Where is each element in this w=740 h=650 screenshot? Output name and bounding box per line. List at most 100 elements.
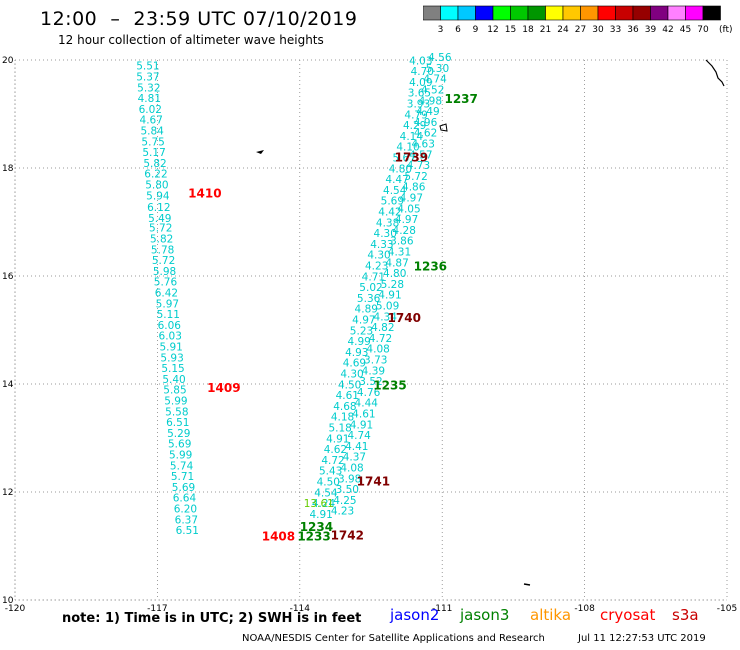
y-tick-label: 16 xyxy=(2,272,14,282)
island-shape xyxy=(439,123,448,132)
colorbar-tick-label: 27 xyxy=(575,25,586,35)
wave-height-label: 4.89 xyxy=(355,304,378,316)
wave-height-label: 4.10 xyxy=(396,142,419,154)
wave-height-label: 4.97 xyxy=(395,214,418,226)
wave-height-label: 4.98 xyxy=(419,95,442,107)
wave-height-label: 6.51 xyxy=(176,525,199,537)
wave-height-label: 5.11 xyxy=(157,309,180,321)
wave-height-label: 4.56 xyxy=(428,52,452,64)
wave-height-label: 5.91 xyxy=(159,342,182,354)
colorbar-swatch xyxy=(702,5,721,21)
wave-height-label: 5.97 xyxy=(156,298,179,310)
wave-height-label: 5.09 xyxy=(376,300,399,312)
wave-height-label: 4.87 xyxy=(385,257,408,269)
wave-height-label: 4.23 xyxy=(365,261,388,273)
wave-height-label: 4.73 xyxy=(407,160,430,172)
wave-height-label: 4.33 xyxy=(370,239,393,251)
wave-height-label: 4.81 xyxy=(138,93,161,105)
wave-height-label: 4.44 xyxy=(355,398,379,410)
legend-item-altika: altika xyxy=(530,606,572,624)
wave-height-label: 3.65 xyxy=(408,88,431,100)
wave-height-label: 4.38 xyxy=(376,217,399,229)
wave-height-label: 4.42 xyxy=(378,207,401,219)
wave-height-label: 4.09 xyxy=(409,77,432,89)
wave-height-label: 6.06 xyxy=(158,320,182,332)
wave-height-label: 3.86 xyxy=(390,236,414,248)
x-tick-label: -105 xyxy=(717,604,737,614)
wave-height-label: 5.49 xyxy=(148,213,171,225)
colorbar-tick-label: 6 xyxy=(455,25,461,35)
y-tick-label: 18 xyxy=(2,164,14,174)
wave-height-label: 4.28 xyxy=(393,225,416,237)
wave-height-label: 5.84 xyxy=(140,126,164,138)
wave-height-label: 5.02 xyxy=(359,282,382,294)
wave-height-label: 5.71 xyxy=(171,471,194,483)
colorbar-tick-label: 39 xyxy=(645,25,657,35)
y-tick-label: 20 xyxy=(2,56,14,66)
y-tick-label: 12 xyxy=(2,488,13,498)
legend-item-jason2: jason2 xyxy=(390,606,440,624)
wave-height-label: 5.36 xyxy=(357,293,381,305)
wave-height-label: 4.61 xyxy=(352,408,375,420)
island-shape xyxy=(256,150,264,154)
x-tick-label: -111 xyxy=(432,604,452,614)
pass-time-label: 1740 xyxy=(388,311,421,325)
wave-height-label: 4.96 xyxy=(414,117,438,129)
x-tick-label: -114 xyxy=(290,604,311,614)
chart-subtitle: 12 hour collection of altimeter wave hei… xyxy=(58,33,324,47)
wave-height-label: 4.93 xyxy=(345,347,368,359)
wave-height-label: 5.75 xyxy=(141,136,164,148)
pass-time-label: 1236 xyxy=(414,260,447,274)
wave-height-label: 4.18 xyxy=(331,412,354,424)
wave-height-label: 5.78 xyxy=(151,244,174,256)
wave-height-label: 5.43 xyxy=(319,466,342,478)
colorbar-tick-label: 12 xyxy=(487,25,498,35)
wave-height-label: 4.91 xyxy=(378,290,401,302)
footer-note: note: 1) Time is in UTC; 2) SWH is in fe… xyxy=(62,611,362,626)
pass-time-label: 1409 xyxy=(207,381,240,395)
wave-height-label: 4.41 xyxy=(345,441,368,453)
wave-height-label: 6.37 xyxy=(175,514,198,526)
wave-height-label: 4.72 xyxy=(321,455,344,467)
wave-height-label: 5.69 xyxy=(168,439,191,451)
colorbar-tick-label: 24 xyxy=(557,25,569,35)
colorbar-tick-label: 9 xyxy=(473,25,479,35)
x-tick-label: -108 xyxy=(574,604,595,614)
wave-height-label: 5.93 xyxy=(160,352,183,364)
wave-height-label: 4.29 xyxy=(403,120,426,132)
pass-time-label: 1235 xyxy=(373,378,406,392)
wave-height-label: 4.24 xyxy=(312,498,336,510)
wave-height-label: 4.57 xyxy=(409,149,432,161)
pass-time-label: 1741 xyxy=(357,475,390,489)
wave-height-label: 5.82 xyxy=(143,158,166,170)
wave-height-label: 5.58 xyxy=(165,406,188,418)
wave-height-label: 4.74 xyxy=(347,430,371,442)
wave-height-label: 4.62 xyxy=(414,128,437,140)
wave-height-label: 6.02 xyxy=(139,104,162,116)
colorbar-tick-label: 3 xyxy=(438,25,444,35)
wave-height-label: 4.63 xyxy=(412,138,435,150)
wave-height-label: 4.34 xyxy=(374,311,398,323)
wave-height-label: 5.69 xyxy=(381,196,404,208)
colorbar-unit-label: (ft) xyxy=(719,25,733,35)
footer-credit: NOAA/NESDIS Center for Satellite Applica… xyxy=(242,633,545,644)
wave-height-label: 4.97 xyxy=(400,192,423,204)
colorbar-tick-label: 36 xyxy=(627,25,639,35)
wave-height-label: 4.30 xyxy=(374,228,397,240)
pass-time-label: 1739 xyxy=(395,151,428,165)
y-tick-label: 10 xyxy=(2,596,14,606)
wave-height-label: 5.29 xyxy=(167,428,190,440)
wave-height-label: 5.99 xyxy=(164,396,187,408)
wave-height-label: 5.99 xyxy=(169,450,192,462)
wave-height-label: 4.61 xyxy=(336,390,359,402)
wave-height-label: 6.20 xyxy=(174,504,197,516)
wave-height-label: 3.73 xyxy=(364,354,387,366)
wave-height-label: 4.50 xyxy=(317,477,340,489)
plot-frame xyxy=(14,59,728,601)
wave-height-label: 4.50 xyxy=(338,379,361,391)
wave-height-label: 4.47 xyxy=(385,174,408,186)
wave-height-label: 5.67 xyxy=(393,153,416,165)
legend-item-cryosat: cryosat xyxy=(600,606,656,624)
wave-height-label: 5.94 xyxy=(146,190,170,202)
